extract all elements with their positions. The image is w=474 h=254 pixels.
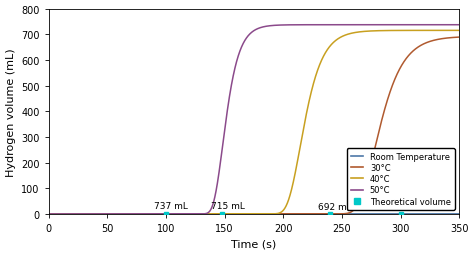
30°C bbox=[404, 57, 410, 60]
40°C bbox=[117, 213, 123, 216]
X-axis label: Time (s): Time (s) bbox=[231, 239, 276, 248]
50°C bbox=[203, 212, 209, 215]
Text: 681 mL: 681 mL bbox=[389, 200, 423, 209]
50°C bbox=[448, 24, 454, 27]
Y-axis label: Hydrogen volume (mL): Hydrogen volume (mL) bbox=[6, 48, 16, 176]
Line: 30°C: 30°C bbox=[49, 38, 459, 214]
30°C bbox=[117, 213, 123, 216]
50°C bbox=[117, 213, 123, 216]
30°C bbox=[448, 37, 454, 40]
40°C bbox=[404, 30, 410, 33]
Room Temperature bbox=[46, 213, 52, 216]
Room Temperature bbox=[456, 213, 462, 216]
Room Temperature bbox=[448, 213, 454, 216]
Legend: Room Temperature, 30°C, 40°C, 50°C, Theoretical volume: Room Temperature, 30°C, 40°C, 50°C, Theo… bbox=[346, 148, 455, 210]
Room Temperature bbox=[221, 213, 227, 216]
Line: 40°C: 40°C bbox=[49, 31, 459, 214]
Text: 715 mL: 715 mL bbox=[210, 201, 245, 210]
50°C bbox=[456, 24, 462, 27]
50°C bbox=[221, 135, 227, 138]
30°C bbox=[203, 213, 209, 216]
50°C bbox=[46, 213, 52, 216]
Room Temperature bbox=[404, 213, 410, 216]
40°C bbox=[221, 213, 227, 216]
50°C bbox=[92, 213, 98, 216]
30°C bbox=[221, 213, 227, 216]
40°C bbox=[46, 213, 52, 216]
40°C bbox=[456, 30, 462, 33]
Line: 50°C: 50°C bbox=[49, 26, 459, 214]
40°C bbox=[92, 213, 98, 216]
30°C bbox=[46, 213, 52, 216]
Room Temperature bbox=[117, 213, 123, 216]
50°C bbox=[404, 24, 410, 27]
Text: 692 mL: 692 mL bbox=[319, 202, 352, 211]
Room Temperature bbox=[203, 213, 209, 216]
40°C bbox=[203, 213, 209, 216]
30°C bbox=[456, 36, 462, 39]
Room Temperature bbox=[92, 213, 98, 216]
Text: 737 mL: 737 mL bbox=[154, 201, 188, 210]
40°C bbox=[448, 30, 454, 33]
30°C bbox=[92, 213, 98, 216]
